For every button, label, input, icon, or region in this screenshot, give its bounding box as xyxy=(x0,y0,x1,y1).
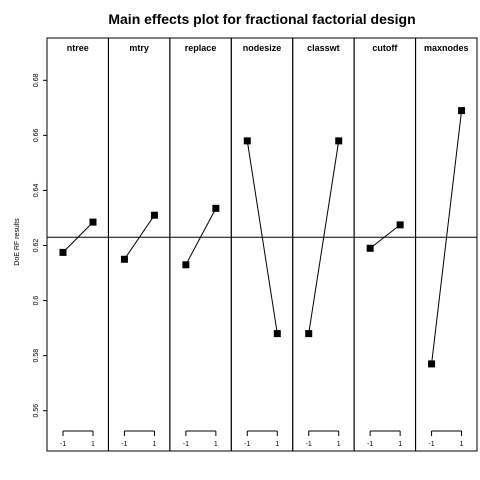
chart-title: Main effects plot for fractional factori… xyxy=(108,11,415,27)
panel-label: nodesize xyxy=(243,43,282,53)
x-tick-label-high: 1 xyxy=(214,441,218,448)
x-tick-label-low: -1 xyxy=(60,441,66,448)
panel-nodesize: nodesize -1 1 xyxy=(230,37,294,452)
x-tick-label-low: -1 xyxy=(306,441,312,448)
x-tick-label-high: 1 xyxy=(152,441,156,448)
panel-frame xyxy=(230,37,294,452)
y-tick-label: 0.66 xyxy=(33,128,40,142)
y-tick-label: 0.64 xyxy=(33,184,40,198)
effect-line xyxy=(369,224,401,249)
x-tick-label-high: 1 xyxy=(398,441,402,448)
x-tick-label-high: 1 xyxy=(275,441,279,448)
x-tick-label-high: 1 xyxy=(337,441,341,448)
x-tick-label-high: 1 xyxy=(460,441,464,448)
panel-mtry: mtry -1 1 xyxy=(107,37,171,452)
panel-label: mtry xyxy=(129,43,149,53)
y-tick-label: 0.62 xyxy=(33,239,40,253)
y-tick-label: 0.68 xyxy=(33,73,40,87)
point-low xyxy=(243,137,251,145)
x-tick-label-low: -1 xyxy=(428,441,434,448)
point-low xyxy=(120,255,128,263)
panel-frame xyxy=(46,37,109,452)
x-tick-label-low: -1 xyxy=(183,441,189,448)
panel-frame xyxy=(353,37,417,452)
panel-cutoff: cutoff -1 1 xyxy=(353,37,417,452)
point-high xyxy=(335,137,343,145)
panel-frame xyxy=(169,37,232,452)
y-tick-label: 0.6 xyxy=(33,296,40,306)
y-tick-label: 0.56 xyxy=(33,404,40,418)
panel-label: cutoff xyxy=(372,43,398,53)
point-low xyxy=(59,248,67,256)
point-low xyxy=(366,244,374,252)
panel-ntree: ntree -1 1 xyxy=(46,37,109,452)
x-tick-label-low: -1 xyxy=(244,441,250,448)
panel-frame xyxy=(415,37,478,452)
panel-frame xyxy=(292,37,355,452)
point-low xyxy=(428,360,436,368)
panel-classwt: classwt -1 1 xyxy=(292,37,355,452)
x-tick-label-low: -1 xyxy=(367,441,373,448)
panel-maxnodes: maxnodes -1 1 xyxy=(415,37,478,452)
x-tick-label-high: 1 xyxy=(91,441,95,448)
y-tick-label: 0.58 xyxy=(33,349,40,363)
panel-replace: replace -1 1 xyxy=(169,37,232,452)
panel-label: classwt xyxy=(307,43,340,53)
point-high xyxy=(273,330,281,338)
panel-label: ntree xyxy=(67,43,89,53)
point-high xyxy=(212,204,220,212)
panel-frame xyxy=(107,37,171,452)
point-low xyxy=(182,261,190,269)
point-high xyxy=(396,221,404,229)
point-low xyxy=(305,330,313,338)
x-tick-label-low: -1 xyxy=(121,441,127,448)
y-axis-label: DoE RF results xyxy=(14,218,21,266)
effect-line xyxy=(185,208,217,266)
y-axis: 0.56 0.58 0.6 0.62 0.64 0.66 0.68 xyxy=(33,73,47,418)
point-high xyxy=(458,107,466,115)
panel-label: maxnodes xyxy=(424,43,469,53)
point-high xyxy=(150,211,158,219)
panel-label: replace xyxy=(185,43,217,53)
point-high xyxy=(89,218,97,226)
